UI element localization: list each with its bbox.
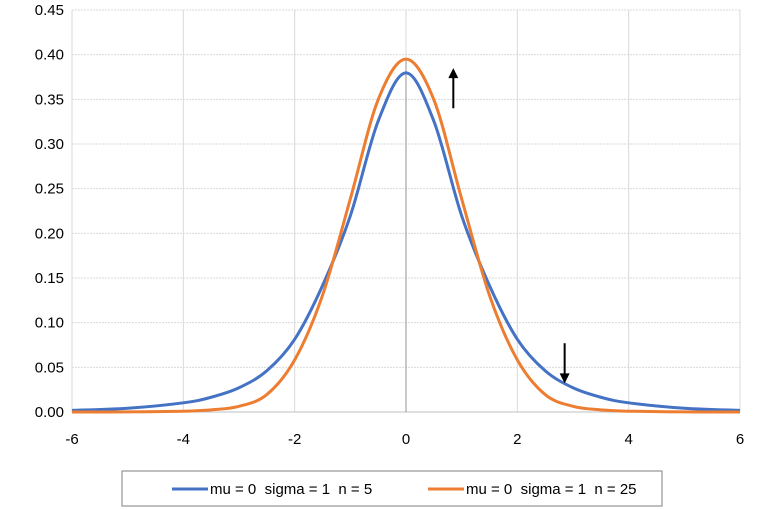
annotation-arrows	[448, 68, 570, 384]
y-tick-label: 0.10	[35, 315, 64, 332]
x-tick-label: 0	[402, 431, 410, 448]
legend-box	[121, 470, 663, 507]
series-line-2	[71, 57, 741, 414]
arrow-up-1	[448, 68, 459, 109]
series-lines	[71, 57, 741, 414]
x-tick-label: -4	[177, 431, 190, 448]
y-tick-label: 0.05	[35, 359, 64, 376]
y-tick-label: 0.00	[35, 404, 64, 421]
x-tick-label: -2	[288, 431, 301, 448]
y-tick-label: 0.40	[35, 47, 64, 64]
x-tick-labels: -6 -4 -2 0 2 4 6	[65, 431, 744, 448]
legend: mu = 0 sigma = 1 n = 5 mu = 0 sigma = 1 n…	[121, 470, 663, 507]
legend-label-1: mu = 0 sigma = 1 n = 5	[210, 481, 372, 498]
x-tick-label: -6	[65, 431, 78, 448]
y-tick-label: 0.35	[35, 91, 64, 108]
x-tick-label: 6	[736, 431, 744, 448]
y-tick-label: 0.30	[35, 136, 64, 153]
arrow-down-2	[559, 343, 570, 384]
x-tick-label: 4	[624, 431, 632, 448]
y-tick-labels: 0.00 0.05 0.10 0.15 0.20 0.25 0.30 0.35 0.40 0.45	[35, 2, 64, 421]
legend-label-2: mu = 0 sigma = 1 n = 25	[466, 481, 637, 498]
y-tick-label: 0.20	[35, 225, 64, 242]
y-tick-label: 0.15	[35, 270, 64, 287]
x-tick-label: 2	[513, 431, 521, 448]
series-line-1	[71, 71, 741, 412]
y-tick-label: 0.25	[35, 181, 64, 198]
y-tick-label: 0.45	[35, 2, 64, 19]
